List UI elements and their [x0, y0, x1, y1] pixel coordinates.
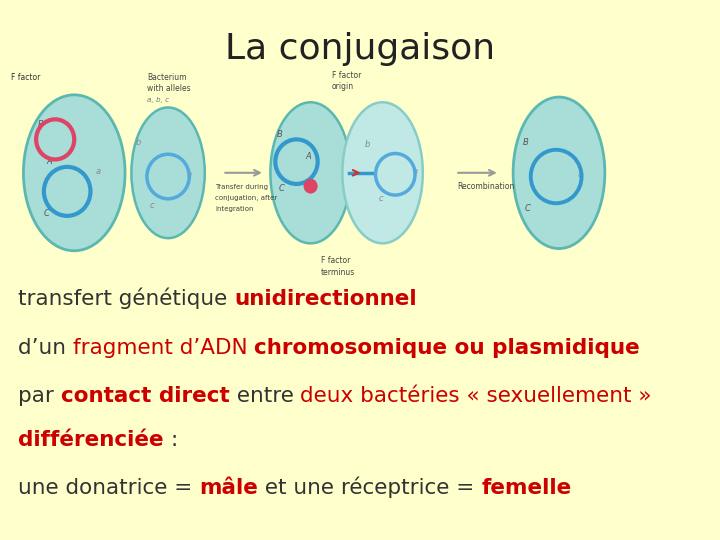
Text: fragment d’ADN: fragment d’ADN — [73, 338, 248, 357]
Ellipse shape — [513, 97, 605, 248]
Text: Transfer during: Transfer during — [215, 184, 269, 190]
Ellipse shape — [131, 107, 204, 238]
Text: C: C — [524, 205, 530, 213]
Text: B: B — [276, 130, 282, 139]
Text: c: c — [150, 201, 154, 211]
Text: différenciée: différenciée — [18, 429, 171, 449]
Text: integration: integration — [215, 206, 254, 212]
Text: mâle: mâle — [199, 478, 258, 498]
Text: La conjugaison: La conjugaison — [225, 32, 495, 66]
Text: origin: origin — [332, 82, 354, 91]
Text: a: a — [413, 167, 418, 176]
Text: :: : — [171, 429, 185, 449]
Text: femelle: femelle — [481, 478, 572, 498]
Text: F factor: F factor — [332, 71, 361, 80]
Text: c: c — [378, 194, 383, 203]
Text: F factor: F factor — [321, 256, 351, 265]
Text: with alleles: with alleles — [147, 84, 191, 93]
Circle shape — [305, 179, 317, 193]
Ellipse shape — [271, 102, 351, 244]
Text: B: B — [522, 138, 528, 146]
Text: C: C — [44, 209, 50, 218]
Text: deux bactéries « sexuellement »: deux bactéries « sexuellement » — [300, 386, 652, 406]
Text: b: b — [364, 140, 369, 149]
Text: par: par — [18, 386, 60, 406]
Text: a, b, c: a, b, c — [147, 97, 169, 103]
Text: C: C — [278, 184, 284, 193]
Text: a: a — [577, 170, 582, 179]
Ellipse shape — [343, 102, 423, 244]
Text: et une réceptrice =: et une réceptrice = — [258, 477, 481, 498]
Text: F factor: F factor — [11, 73, 40, 82]
Text: a: a — [186, 170, 192, 179]
Ellipse shape — [24, 95, 125, 251]
Text: unidirectionnel: unidirectionnel — [234, 289, 417, 309]
Text: a: a — [95, 167, 101, 176]
Text: entre: entre — [230, 386, 300, 406]
Text: A: A — [47, 157, 53, 166]
Text: b: b — [135, 138, 141, 146]
Text: B: B — [38, 120, 44, 129]
Text: Bacterium: Bacterium — [147, 73, 186, 82]
Text: une donatrice =: une donatrice = — [18, 478, 199, 498]
Text: contact direct: contact direct — [60, 386, 230, 406]
Text: chromosomique ou plasmidique: chromosomique ou plasmidique — [254, 338, 640, 357]
Text: A: A — [305, 152, 311, 161]
Text: Recombination: Recombination — [457, 182, 515, 191]
Text: d’un: d’un — [18, 338, 73, 357]
Text: terminus: terminus — [321, 267, 356, 276]
Text: transfert génétique: transfert génétique — [18, 288, 234, 309]
Text: conjugation, after: conjugation, after — [215, 195, 278, 201]
